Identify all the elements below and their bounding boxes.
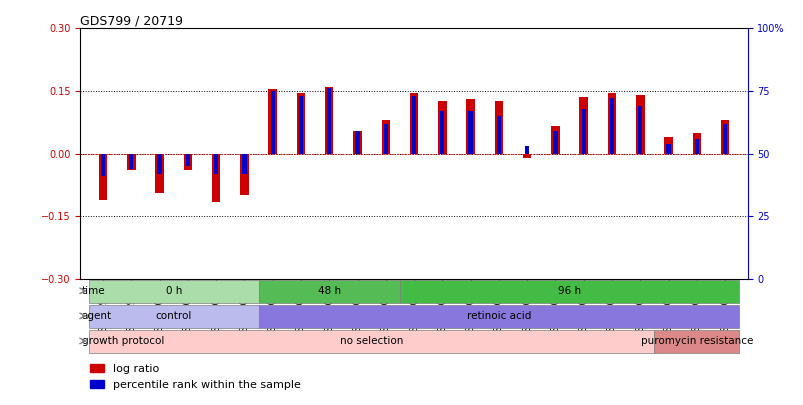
Bar xyxy=(438,101,446,153)
Text: 0 h: 0 h xyxy=(165,286,181,296)
Bar xyxy=(411,96,416,153)
Bar xyxy=(609,98,613,153)
FancyBboxPatch shape xyxy=(399,280,738,303)
Bar xyxy=(666,143,670,153)
Bar xyxy=(185,153,190,166)
FancyBboxPatch shape xyxy=(654,330,738,353)
Text: retinoic acid: retinoic acid xyxy=(466,311,531,321)
Bar xyxy=(551,126,559,153)
FancyBboxPatch shape xyxy=(89,280,259,303)
Bar xyxy=(720,120,728,153)
Text: 48 h: 48 h xyxy=(317,286,340,296)
Bar xyxy=(127,153,136,170)
Bar xyxy=(466,99,475,153)
Bar xyxy=(299,96,303,153)
Bar xyxy=(522,153,531,158)
Bar xyxy=(214,153,218,174)
Bar xyxy=(327,88,331,153)
Bar xyxy=(155,153,164,193)
Bar xyxy=(494,101,503,153)
Text: growth protocol: growth protocol xyxy=(82,336,164,346)
Bar xyxy=(183,153,192,170)
Bar xyxy=(579,97,587,153)
Bar xyxy=(663,137,672,153)
Bar xyxy=(381,120,389,153)
Bar xyxy=(355,131,359,153)
Bar xyxy=(383,124,387,153)
Text: control: control xyxy=(155,311,192,321)
FancyBboxPatch shape xyxy=(89,330,654,353)
Text: agent: agent xyxy=(82,311,112,321)
FancyBboxPatch shape xyxy=(259,305,738,328)
Bar xyxy=(240,153,248,195)
Bar xyxy=(271,91,275,153)
Legend: log ratio, percentile rank within the sample: log ratio, percentile rank within the sa… xyxy=(86,360,304,394)
FancyBboxPatch shape xyxy=(89,305,259,328)
Bar xyxy=(353,131,361,153)
Bar xyxy=(296,93,305,153)
Bar xyxy=(129,153,133,168)
Bar xyxy=(212,153,220,202)
Bar xyxy=(722,124,727,153)
Bar xyxy=(552,131,556,153)
Bar xyxy=(694,139,698,153)
Bar xyxy=(524,146,528,153)
Bar xyxy=(635,95,644,153)
Bar xyxy=(157,153,161,174)
Bar xyxy=(242,153,247,174)
Bar xyxy=(607,93,615,153)
Bar xyxy=(268,89,276,153)
Bar xyxy=(468,111,472,153)
Bar xyxy=(638,106,642,153)
Bar xyxy=(691,133,700,153)
Bar xyxy=(496,116,500,153)
Text: 96 h: 96 h xyxy=(557,286,581,296)
Text: time: time xyxy=(82,286,105,296)
FancyBboxPatch shape xyxy=(259,280,399,303)
Text: no selection: no selection xyxy=(340,336,403,346)
Bar xyxy=(100,153,105,176)
Text: GDS799 / 20719: GDS799 / 20719 xyxy=(80,14,183,27)
Bar xyxy=(440,111,444,153)
Bar xyxy=(99,153,107,200)
Bar xyxy=(581,109,585,153)
Text: puromycin resistance: puromycin resistance xyxy=(640,336,752,346)
Bar xyxy=(324,87,333,153)
Bar xyxy=(410,93,418,153)
